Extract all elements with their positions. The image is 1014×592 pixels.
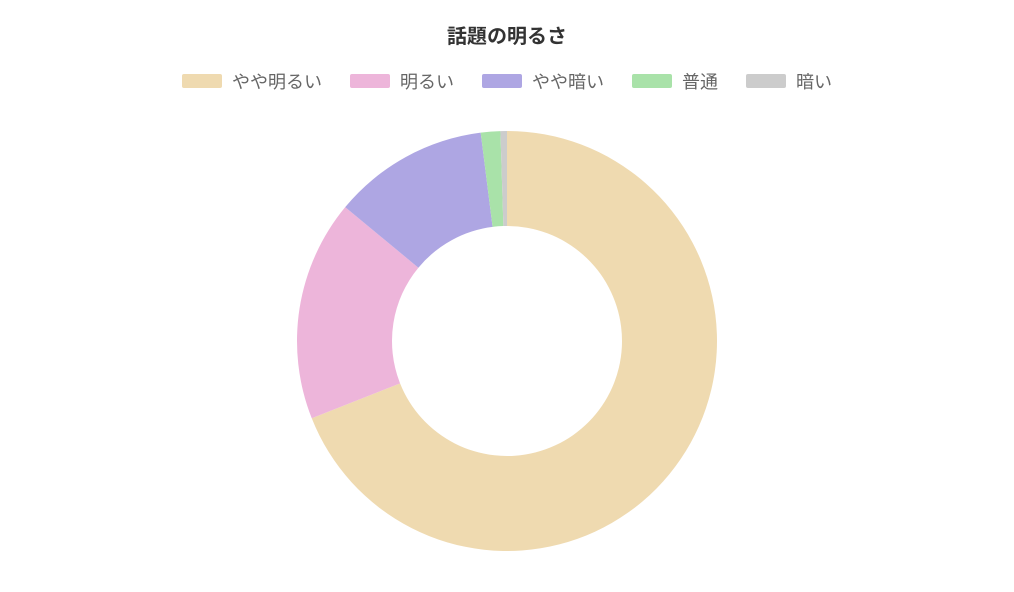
legend-swatch xyxy=(746,74,786,88)
legend-item: やや暗い xyxy=(482,68,604,94)
legend-swatch xyxy=(632,74,672,88)
legend-swatch xyxy=(482,74,522,88)
donut-holder xyxy=(0,110,1014,572)
legend: やや明るい 明るい やや暗い 普通 暗い xyxy=(0,68,1014,94)
legend-item: 普通 xyxy=(632,68,718,94)
legend-item: 暗い xyxy=(746,68,832,94)
legend-label: 明るい xyxy=(400,68,454,94)
chart-title: 話題の明るさ xyxy=(0,20,1014,49)
legend-label: 普通 xyxy=(682,68,718,94)
legend-label: やや暗い xyxy=(532,68,604,94)
chart-container: 話題の明るさ やや明るい 明るい やや暗い 普通 暗い xyxy=(0,0,1014,592)
donut-chart xyxy=(295,129,719,553)
legend-item: 明るい xyxy=(350,68,454,94)
legend-label: 暗い xyxy=(796,68,832,94)
legend-swatch xyxy=(350,74,390,88)
legend-swatch xyxy=(182,74,222,88)
legend-item: やや明るい xyxy=(182,68,322,94)
legend-label: やや明るい xyxy=(232,68,322,94)
